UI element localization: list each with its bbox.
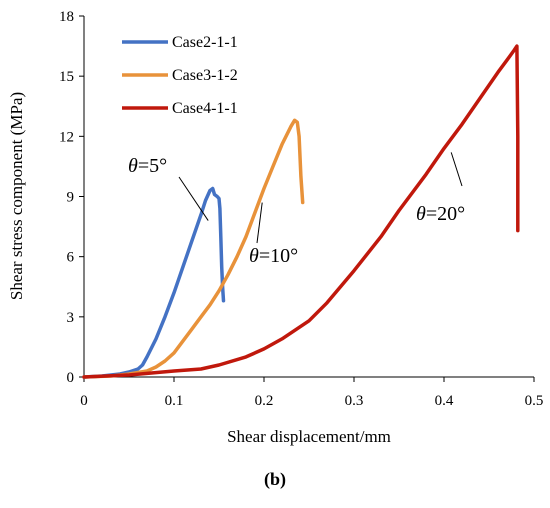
x-tick-label: 0.1 [165,393,184,409]
y-axis-label: Shear stress component (MPa) [7,92,26,300]
x-tick-label: 0.2 [255,393,274,409]
annotation-label: θ=10° [249,245,298,267]
series-layer [82,44,520,379]
x-tick-label: 0 [80,393,88,409]
annotation-label: θ=5° [128,155,167,177]
y-tick-label: 15 [59,69,74,85]
y-tick-label: 6 [67,250,75,266]
figure-caption: (b) [264,469,286,489]
x-tick-label: 0.4 [435,393,454,409]
x-axis-label: Shear displacement/mm [227,427,391,446]
annotation-leader-line [256,202,263,244]
y-tick-label: 0 [67,370,75,386]
annotation-leader-line [450,152,463,187]
annotation-leader-line [178,176,209,221]
y-tick-label: 18 [59,9,74,25]
annotation-label: θ=20° [416,203,465,225]
axes-layer: 0 0.1 0.2 0.3 0.4 0.5 0 3 6 9 12 15 18 [59,9,543,409]
y-tick-label: 9 [67,190,75,206]
series-line-case4-1-1 [82,44,520,379]
legend-label-case2-1-1: Case2-1-1 [172,34,238,51]
legend: Case2-1-1 Case3-1-2 Case4-1-1 [122,34,238,117]
y-tick-label: 12 [59,129,74,145]
annotation-layer: θ=5° θ=10° θ=20° [128,152,465,267]
y-tick-label: 3 [67,310,75,326]
x-tick-label: 0.5 [525,393,544,409]
series-line-case2-1-1 [82,186,226,379]
legend-label-case4-1-1: Case4-1-1 [172,100,238,117]
x-tick-label: 0.3 [345,393,364,409]
legend-label-case3-1-2: Case3-1-2 [172,67,238,84]
series-line-case3-1-2 [82,118,305,379]
